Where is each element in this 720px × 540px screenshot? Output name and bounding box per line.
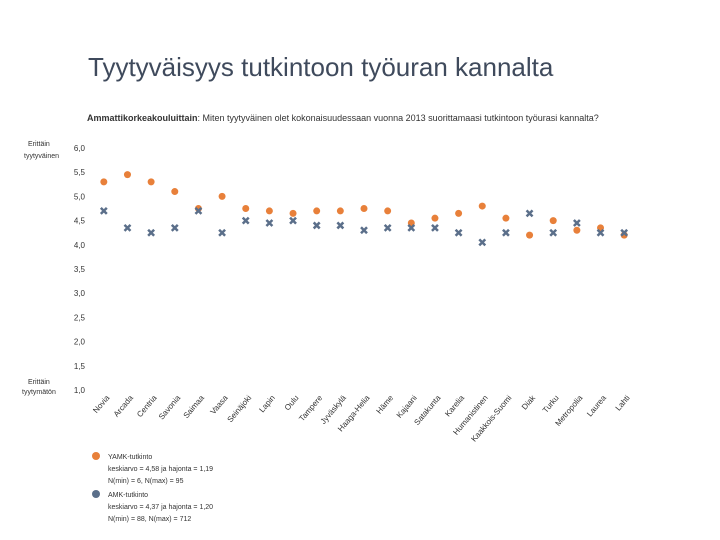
point (265, 207, 273, 215)
point (289, 209, 297, 217)
y-tick-label: 5,0 (74, 192, 86, 201)
legend-note: keskiarvo = 4,37 ja hajonta = 1,20 (108, 504, 213, 511)
point (218, 228, 226, 237)
y-tick-label: 3,0 (74, 289, 86, 298)
x-tick-label: Kajaani (395, 393, 419, 419)
point (455, 209, 463, 217)
bottom-label: tyytymätön (22, 389, 56, 396)
point (100, 178, 108, 186)
y-tick-label: 4,0 (74, 241, 86, 250)
legend-label: AMK-tutkinto (108, 492, 148, 499)
x-tick-label: Lahti (614, 393, 632, 412)
top-label: Erittäin (28, 141, 50, 148)
point (123, 223, 132, 232)
point (147, 228, 156, 237)
bottom-label: Erittäin (28, 379, 50, 386)
point (99, 207, 108, 215)
point (502, 228, 510, 237)
point (360, 205, 368, 212)
point (384, 207, 392, 215)
x-tick-label: Novia (91, 393, 111, 415)
legend-marker (92, 490, 100, 498)
legend-label: YAMK-tutkinto (108, 454, 152, 461)
point (312, 221, 321, 230)
point (573, 226, 581, 234)
point (123, 171, 131, 179)
y-tick-label: 3,5 (74, 265, 86, 274)
point (336, 221, 345, 230)
point (147, 178, 155, 186)
point (218, 192, 226, 200)
point (525, 209, 534, 218)
point (360, 226, 368, 235)
point (383, 223, 392, 232)
x-tick-label: Arcada (112, 393, 136, 419)
point (194, 207, 203, 215)
subtitle-bold: Ammattikorkeakouluittain (87, 113, 198, 123)
point (549, 228, 558, 237)
point (549, 217, 557, 225)
subtitle-text: : Miten tyytyväinen olet kokonaisuudessa… (198, 113, 599, 123)
point (241, 216, 250, 225)
legend-note: N(min) = 6, N(max) = 95 (108, 478, 184, 485)
x-tick-label: Laurea (585, 393, 608, 418)
top-label: tyytyväinen (24, 153, 59, 160)
x-tick-label: Centria (135, 393, 159, 419)
point (336, 207, 344, 215)
x-tick-label: Seinäjoki (226, 393, 254, 424)
x-tick-label: Lapin (257, 394, 276, 415)
legend-note: keskiarvo = 4,58 ja hajonta = 1,19 (108, 466, 213, 473)
point (478, 238, 487, 247)
y-tick-label: 6,0 (74, 144, 86, 153)
point (620, 228, 629, 237)
y-tick-label: 2,0 (74, 338, 86, 347)
y-tick-label: 2,5 (74, 313, 86, 322)
point (572, 219, 581, 227)
y-tick-label: 1,0 (74, 386, 86, 395)
x-tick-label: Saimaa (182, 393, 207, 420)
x-tick-label: Oulu (283, 394, 301, 413)
point (502, 214, 510, 222)
x-tick-label: Karelia (443, 393, 466, 418)
point (242, 205, 250, 212)
point (407, 223, 416, 232)
y-tick-label: 4,5 (74, 217, 86, 226)
point (454, 228, 463, 237)
point (313, 207, 321, 215)
y-tick-label: 5,5 (74, 168, 86, 177)
point (289, 216, 297, 225)
point (478, 202, 486, 210)
point (526, 231, 534, 239)
x-tick-label: Turku (541, 394, 561, 415)
point (171, 188, 179, 196)
chart-title: Tyytyväisyys tutkintoon työuran kannalta (88, 52, 554, 82)
x-tick-label: Diak (520, 393, 538, 412)
y-tick-label: 1,5 (74, 362, 86, 371)
chart-subtitle: Ammattikorkeakouluittain: Miten tyytyväi… (87, 113, 599, 123)
point (170, 223, 179, 232)
x-tick-label: Vaasa (209, 393, 230, 416)
point (431, 223, 439, 232)
x-tick-label: Savonia (157, 393, 183, 421)
point (265, 219, 274, 227)
x-tick-label: Häme (375, 393, 396, 416)
legend-marker (92, 452, 100, 460)
point (596, 228, 605, 237)
point (431, 214, 439, 222)
legend-note: N(min) = 88, N(max) = 712 (108, 516, 191, 523)
